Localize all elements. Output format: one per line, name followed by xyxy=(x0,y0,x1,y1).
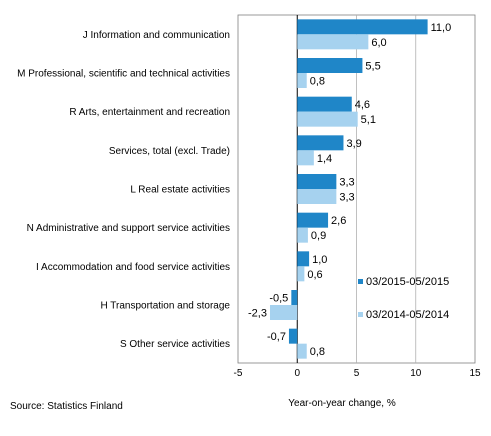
category-label: L Real estate activities xyxy=(130,185,230,196)
legend-label: 03/2015-05/2015 xyxy=(366,276,449,288)
category-label: Services, total (excl. Trade) xyxy=(109,146,230,157)
bar xyxy=(297,73,307,88)
legend: 03/2015-05/2015 03/2014-05/2014 xyxy=(358,276,449,321)
data-label: -0,5 xyxy=(269,293,288,305)
bar xyxy=(297,150,314,166)
bar xyxy=(269,305,298,320)
data-label: -0,7 xyxy=(267,331,286,343)
category-label: J Information and communication xyxy=(83,30,230,41)
bar xyxy=(297,227,308,243)
data-label: 0,8 xyxy=(310,76,325,88)
bar xyxy=(297,251,310,267)
data-label: 4,6 xyxy=(355,99,370,111)
bar xyxy=(297,343,307,359)
category-label: M Professional, scientific and technical… xyxy=(17,69,230,80)
data-label: 5,5 xyxy=(365,61,380,73)
data-label: 3,3 xyxy=(339,192,354,204)
data-label: 3,3 xyxy=(339,177,354,189)
bar xyxy=(297,174,337,189)
bar xyxy=(297,189,337,204)
x-tick-label: -5 xyxy=(234,368,243,379)
data-label: 11,0 xyxy=(431,22,452,34)
category-label: N Administrative and support service act… xyxy=(27,223,230,234)
data-label: 1,0 xyxy=(312,254,327,266)
bar xyxy=(297,111,358,127)
category-label: I Accommodation and food service activit… xyxy=(36,262,230,273)
data-label: 0,6 xyxy=(307,269,322,281)
data-label: 2,6 xyxy=(331,215,346,227)
bar xyxy=(297,58,363,73)
data-label: 6,0 xyxy=(371,37,386,49)
category-label: R Arts, entertainment and recreation xyxy=(69,107,230,118)
bar xyxy=(297,135,344,151)
data-label: -2,3 xyxy=(248,308,267,320)
data-label: 3,9 xyxy=(346,138,361,150)
x-tick-label: 15 xyxy=(469,368,481,379)
source-note: Source: Statistics Finland xyxy=(10,401,123,412)
legend-label: 03/2014-05/2014 xyxy=(366,309,449,321)
category-labels: J Information and communication M Profess… xyxy=(17,30,230,350)
bar xyxy=(291,290,298,305)
category-label: S Other service activities xyxy=(120,339,230,350)
bar xyxy=(297,96,352,112)
data-label: 1,4 xyxy=(317,153,332,165)
x-tick-label: 10 xyxy=(410,368,422,379)
x-axis-title: Year-on-year change, % xyxy=(288,398,396,409)
bar xyxy=(297,266,305,282)
data-label: 0,8 xyxy=(310,346,325,358)
legend-swatch xyxy=(358,312,363,317)
category-label: H Transportation and storage xyxy=(100,301,230,312)
bars xyxy=(269,19,428,359)
bar xyxy=(297,34,369,50)
x-tick-label: 5 xyxy=(354,368,360,379)
legend-swatch xyxy=(358,279,363,284)
data-label: 0,9 xyxy=(311,230,326,242)
data-labels: 11,0 6,0 5,5 0,8 4,6 5,13,9 1,4 3,3 3,3 2,6 0,9 1,0… xyxy=(248,22,451,358)
bar xyxy=(297,19,428,35)
bar xyxy=(288,328,298,344)
data-label: 5,1 xyxy=(361,114,376,126)
x-tick-labels: -5 0 5 10 15 xyxy=(234,368,481,379)
bar xyxy=(297,212,329,228)
x-tick-label: 0 xyxy=(294,368,300,379)
